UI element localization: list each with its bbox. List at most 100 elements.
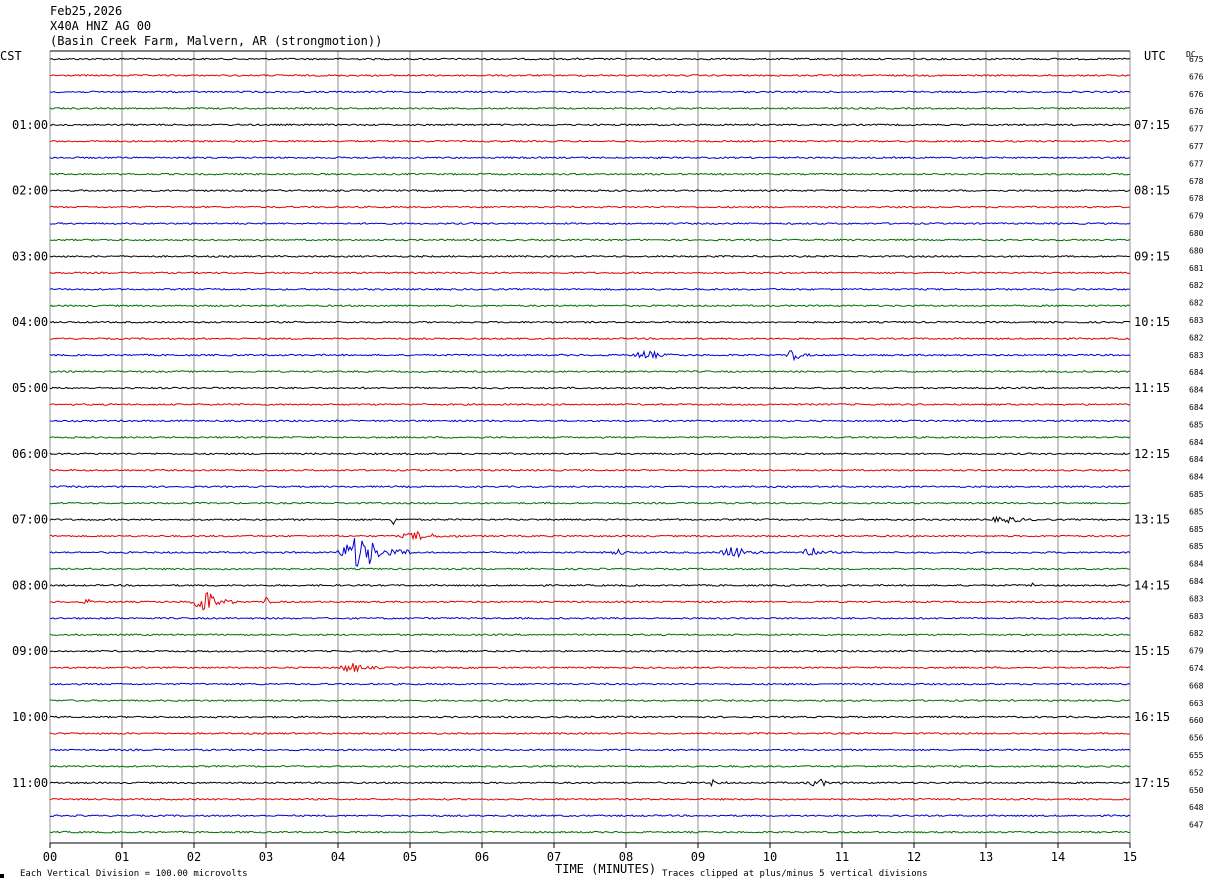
dc-offset-value: 684 [1189, 577, 1204, 586]
dc-offset-value: 656 [1189, 734, 1204, 743]
right-hour-label: 14:15 [1134, 578, 1170, 592]
seismic-trace [49, 582, 1130, 587]
date-label: Feb25,2026 [50, 4, 122, 18]
x-tick-label: 15 [1123, 850, 1137, 864]
time-grid [49, 50, 1131, 844]
x-tick-label: 06 [475, 850, 489, 864]
left-hour-label: 09:00 [12, 644, 48, 658]
dc-offset-labels: 675 676 676 676 677 677 677 678 678 679 680 680 681 6… [1189, 55, 1204, 830]
seismic-trace [49, 649, 1131, 653]
seismic-trace [49, 320, 1131, 324]
seismic-trace [50, 592, 1131, 611]
seismic-trace [49, 715, 1131, 719]
dc-offset-value: 679 [1189, 647, 1204, 656]
seismic-trace [49, 830, 1131, 834]
dc-offset-value: 682 [1189, 299, 1204, 308]
right-hour-label: 15:15 [1134, 644, 1170, 658]
x-tick-label: 12 [907, 850, 921, 864]
x-axis-label: TIME (MINUTES) [555, 862, 656, 876]
scale-marker [0, 874, 4, 878]
dc-offset-value: 677 [1189, 159, 1204, 168]
dc-offset-value: 684 [1189, 386, 1204, 395]
left-hour-label: 11:00 [12, 776, 48, 790]
left-hour-label: 03:00 [12, 249, 48, 263]
seismic-trace [49, 567, 1131, 571]
seismic-trace [49, 90, 1131, 94]
dc-offset-value: 650 [1189, 786, 1204, 795]
x-tick-label: 05 [403, 850, 417, 864]
dc-offset-value: 674 [1189, 664, 1204, 673]
seismic-trace [49, 189, 1131, 193]
seismic-trace [49, 797, 1131, 801]
seismic-trace [49, 370, 1130, 373]
dc-offset-value: 685 [1189, 542, 1204, 551]
dc-offset-value: 678 [1189, 177, 1204, 186]
left-hour-label: 07:00 [12, 513, 48, 527]
right-hour-label: 09:15 [1134, 249, 1170, 263]
dc-offset-value: 684 [1189, 473, 1204, 482]
dc-offset-value: 683 [1189, 594, 1204, 603]
dc-offset-value: 685 [1189, 507, 1204, 516]
seismic-trace [49, 468, 1131, 472]
x-tick-label: 01 [115, 850, 129, 864]
x-tick-label: 02 [187, 850, 201, 864]
dc-offset-value: 648 [1189, 803, 1204, 812]
dc-offset-value: 685 [1189, 490, 1204, 499]
right-hour-label: 07:15 [1134, 118, 1170, 132]
right-hour-label: 10:15 [1134, 315, 1170, 329]
dc-offset-value: 679 [1189, 212, 1204, 221]
seismic-trace [49, 515, 1131, 526]
seismic-trace [49, 106, 1131, 110]
dc-offset-value: 677 [1189, 142, 1204, 151]
right-hour-label: 13:15 [1134, 513, 1170, 527]
seismic-trace [49, 57, 1131, 61]
right-timezone-label: UTC [1144, 49, 1166, 63]
left-hour-label: 10:00 [12, 710, 48, 724]
dc-offset-value: 683 [1189, 612, 1204, 621]
dc-offset-value: 660 [1189, 716, 1204, 725]
dc-offset-value: 684 [1189, 455, 1204, 464]
dc-offset-value: 676 [1189, 72, 1204, 81]
x-tick-label: 04 [331, 850, 345, 864]
seismic-trace [49, 501, 1131, 505]
seismic-trace [49, 682, 1131, 686]
seismic-trace [49, 616, 1131, 620]
right-hour-label: 08:15 [1134, 184, 1170, 198]
seismic-trace [49, 74, 1131, 77]
seismic-trace [49, 156, 1131, 160]
left-hour-label: 02:00 [12, 184, 48, 198]
seismic-trace [49, 123, 1131, 127]
seismic-trace [49, 778, 1131, 788]
dc-offset-value: 680 [1189, 229, 1204, 238]
left-hour-label: 04:00 [12, 315, 48, 329]
x-tick-label: 00 [43, 850, 57, 864]
x-tick-label: 11 [835, 850, 849, 864]
seismic-trace [49, 814, 1131, 818]
right-hour-label: 12:15 [1134, 447, 1170, 461]
dc-offset-value: 676 [1189, 107, 1204, 116]
dc-offset-value: 678 [1189, 194, 1204, 203]
x-tick-label: 09 [691, 850, 705, 864]
seismic-trace [49, 633, 1131, 637]
seismic-trace [49, 205, 1131, 209]
seismic-trace [49, 538, 1131, 567]
dc-offset-value: 655 [1189, 751, 1204, 760]
seismic-trace [50, 699, 1131, 702]
left-hour-label: 01:00 [12, 118, 48, 132]
left-hour-label: 06:00 [12, 447, 48, 461]
seismic-trace [49, 172, 1131, 176]
seismic-trace [49, 530, 1131, 541]
seismic-trace [49, 403, 1131, 406]
dc-offset-value: 676 [1189, 90, 1204, 99]
dc-offset-value: 683 [1189, 316, 1204, 325]
seismic-trace [50, 663, 1131, 673]
dc-offset-value: 683 [1189, 351, 1204, 360]
clip-note: Traces clipped at plus/minus 5 vertical … [662, 869, 928, 879]
x-tick-label: 08 [619, 850, 633, 864]
left-hour-labels: 01:00 02:00 03:00 04:00 05:00 06:00 07:00 08:00… [12, 118, 48, 790]
seismic-trace [49, 732, 1131, 735]
dc-offset-value: 684 [1189, 560, 1204, 569]
seismic-trace [49, 238, 1131, 242]
dc-offset-value: 647 [1189, 821, 1204, 830]
